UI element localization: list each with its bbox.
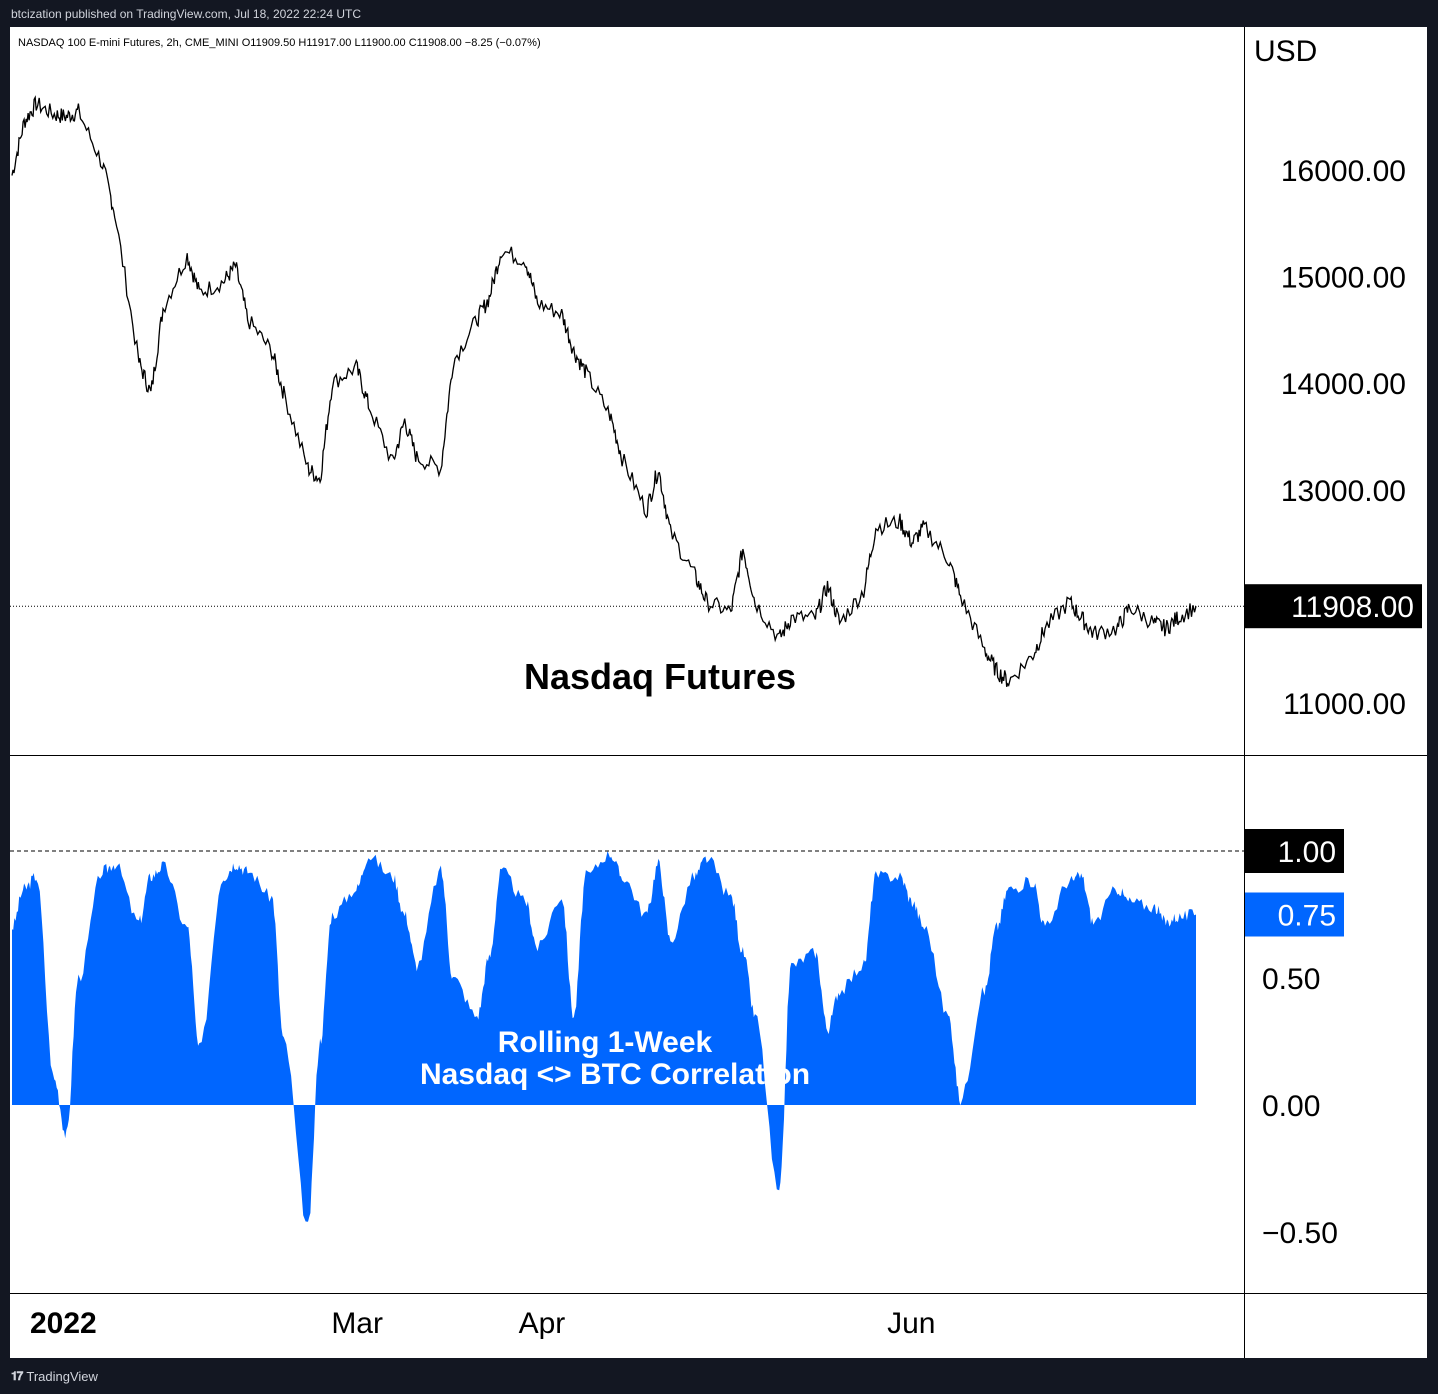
- correlation-tick-label: 0.50: [1262, 963, 1320, 996]
- time-axis-label: Jun: [887, 1307, 935, 1340]
- last-price-badge: 11908.00: [1245, 584, 1422, 629]
- price-tick-label: 15000.00: [1281, 262, 1406, 295]
- time-axis-label: 2022: [30, 1307, 97, 1340]
- price-pane-title: Nasdaq Futures: [524, 656, 796, 697]
- price-tick-label: 13000.00: [1281, 475, 1406, 508]
- correlation-pane: [10, 850, 1244, 1222]
- last-price-badge-bg: [1245, 584, 1422, 629]
- last-correlation-badge: 0.75: [1245, 892, 1344, 937]
- last-price-badge-text: 11908.00: [1291, 591, 1414, 624]
- price-axis-ticks: 16000.00 15000.00 14000.00 13000.00 11000.00: [1281, 155, 1406, 721]
- reference-badge-bg: [1245, 829, 1344, 873]
- last-correlation-badge-bg: [1245, 892, 1344, 937]
- chart-frame: NASDAQ 100 E-mini Futures, 2h, CME_MINI …: [10, 27, 1427, 1358]
- correlation-axis-ticks: 0.50 0.00 −0.50: [1262, 963, 1338, 1250]
- publisher-credit: btcization published on TradingView.com,…: [11, 7, 361, 21]
- price-tick-label: 16000.00: [1281, 155, 1406, 188]
- time-axis: 2022 Mar Apr Jun: [30, 1307, 935, 1340]
- symbol-legend[interactable]: NASDAQ 100 E-mini Futures, 2h, CME_MINI …: [18, 37, 541, 49]
- brand-name: TradingView: [26, 1369, 98, 1384]
- time-axis-label: Apr: [519, 1307, 566, 1340]
- price-series-line: [11, 95, 1197, 688]
- chart-svg[interactable]: NASDAQ 100 E-mini Futures, 2h, CME_MINI …: [10, 27, 1427, 1358]
- last-correlation-badge-text: 0.75: [1278, 900, 1336, 933]
- time-axis-label: Mar: [331, 1307, 383, 1340]
- correlation-tick-label: −0.50: [1262, 1217, 1338, 1250]
- correlation-subtitle: Nasdaq <> BTC Correlation: [420, 1058, 810, 1091]
- correlation-title: Rolling 1-Week: [498, 1026, 713, 1059]
- price-pane: [10, 95, 1244, 688]
- reference-badge-text: 1.00: [1278, 836, 1336, 869]
- tradingview-logo-icon: 𝟏𝟕: [11, 1369, 23, 1383]
- footer-brand[interactable]: 𝟏𝟕 TradingView: [11, 1369, 98, 1384]
- correlation-tick-label: 0.00: [1262, 1090, 1320, 1123]
- price-tick-label: 11000.00: [1283, 688, 1406, 721]
- correlation-area: [12, 851, 1196, 1222]
- price-tick-label: 14000.00: [1281, 368, 1406, 401]
- reference-badge: 1.00: [1245, 829, 1344, 873]
- currency-label: USD: [1254, 35, 1317, 68]
- value-badges: 11908.00 1.00 0.75: [1245, 584, 1422, 937]
